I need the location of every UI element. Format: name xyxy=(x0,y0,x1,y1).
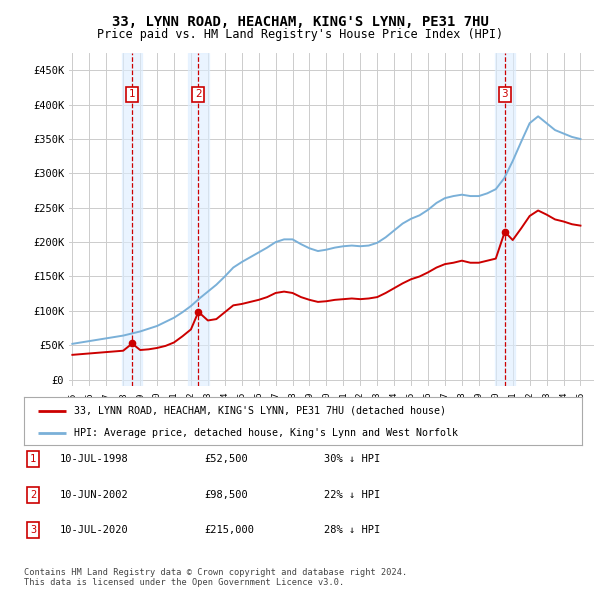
Text: 28% ↓ HPI: 28% ↓ HPI xyxy=(324,525,380,535)
Text: 10-JUL-2020: 10-JUL-2020 xyxy=(60,525,129,535)
Text: £215,000: £215,000 xyxy=(204,525,254,535)
Text: 3: 3 xyxy=(30,525,36,535)
Text: 10-JUL-1998: 10-JUL-1998 xyxy=(60,454,129,464)
Text: Price paid vs. HM Land Registry's House Price Index (HPI): Price paid vs. HM Land Registry's House … xyxy=(97,28,503,41)
Text: 33, LYNN ROAD, HEACHAM, KING'S LYNN, PE31 7HU (detached house): 33, LYNN ROAD, HEACHAM, KING'S LYNN, PE3… xyxy=(74,405,446,415)
Bar xyxy=(188,53,209,386)
Text: 22% ↓ HPI: 22% ↓ HPI xyxy=(324,490,380,500)
Text: £52,500: £52,500 xyxy=(204,454,248,464)
Text: Contains HM Land Registry data © Crown copyright and database right 2024.
This d: Contains HM Land Registry data © Crown c… xyxy=(24,568,407,587)
Text: 1: 1 xyxy=(30,454,36,464)
Text: 30% ↓ HPI: 30% ↓ HPI xyxy=(324,454,380,464)
Text: 1: 1 xyxy=(129,89,136,99)
Text: 10-JUN-2002: 10-JUN-2002 xyxy=(60,490,129,500)
Bar xyxy=(122,53,142,386)
Text: 2: 2 xyxy=(195,89,202,99)
Bar xyxy=(494,53,515,386)
Text: 33, LYNN ROAD, HEACHAM, KING'S LYNN, PE31 7HU: 33, LYNN ROAD, HEACHAM, KING'S LYNN, PE3… xyxy=(112,15,488,29)
Text: 2: 2 xyxy=(30,490,36,500)
Text: HPI: Average price, detached house, King's Lynn and West Norfolk: HPI: Average price, detached house, King… xyxy=(74,428,458,438)
Text: £98,500: £98,500 xyxy=(204,490,248,500)
Text: 3: 3 xyxy=(502,89,508,99)
